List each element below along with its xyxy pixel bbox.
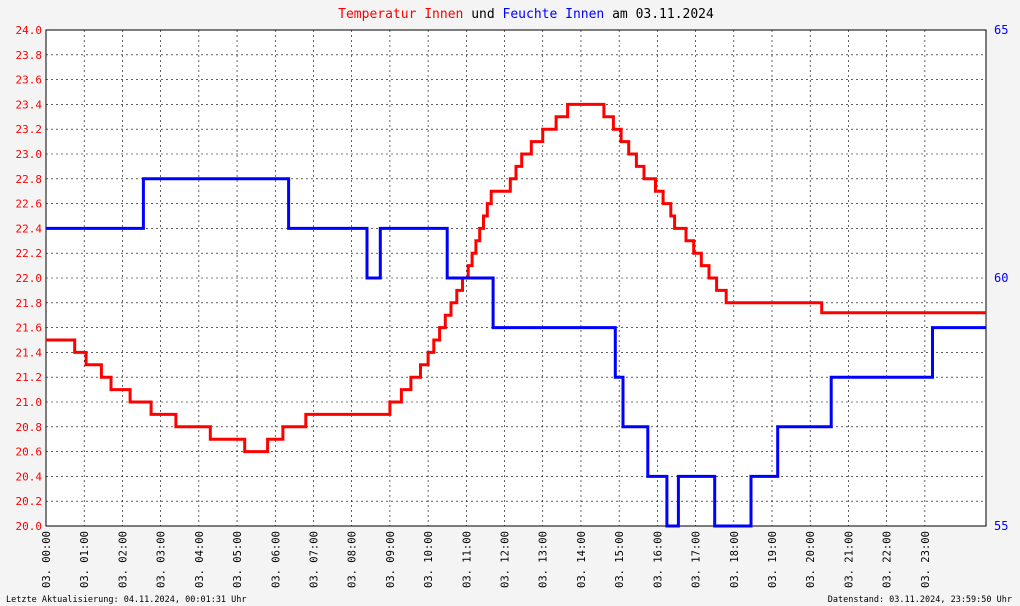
x-tick-label: 03. 20:00 [805, 531, 817, 588]
left-tick-label: 22.6 [16, 198, 43, 211]
x-tick-label: 03. 02:00 [117, 531, 129, 588]
x-tick-label: 03. 08:00 [347, 531, 359, 588]
left-tick-label: 23.2 [16, 123, 43, 136]
left-tick-label: 21.2 [16, 371, 43, 384]
left-tick-label: 22.2 [16, 247, 43, 260]
x-tick-label: 03. 16:00 [652, 531, 664, 588]
right-tick-label: 55 [994, 519, 1008, 533]
series-line-temperature [46, 102, 986, 454]
x-tick-label: 03. 12:00 [500, 531, 512, 588]
footer-data-status: Datenstand: 03.11.2024, 23:59:50 Uhr [828, 595, 1012, 605]
x-tick-label: 03. 09:00 [385, 531, 397, 588]
x-tick-label: 03. 19:00 [767, 531, 779, 588]
left-axis: 20.0 20.2 20.4 20.6 20.8 21.0 21.2 21.4 21.6 21.8… [16, 24, 43, 533]
x-tick-label: 03. 07:00 [308, 531, 320, 588]
left-tick-label: 23.0 [16, 148, 43, 161]
x-tick-label: 03. 10:00 [423, 531, 435, 588]
left-tick-label: 22.0 [16, 272, 43, 285]
chart-title: Temperatur Innen und Feuchte Innen am 03… [338, 7, 714, 22]
left-tick-label: 22.4 [16, 222, 43, 235]
left-tick-label: 23.8 [16, 49, 43, 62]
x-tick-label: 03. 05:00 [232, 531, 244, 588]
left-tick-label: 21.4 [16, 346, 43, 359]
left-tick-label: 23.6 [16, 74, 43, 87]
x-axis: 03. 00:00 03. 01:00 03. 02:00 03. 03:00 03. … [41, 531, 932, 588]
x-tick-label: 03. 04:00 [194, 531, 206, 588]
x-tick-label: 03. 11:00 [461, 531, 473, 588]
title-part: und [463, 7, 502, 22]
x-tick-label: 03. 15:00 [614, 531, 626, 588]
right-axis: 55 60 65 [994, 23, 1008, 533]
x-tick-label: 03. 00:00 [41, 531, 53, 588]
left-tick-label: 20.2 [16, 495, 43, 508]
x-tick-label: 03. 17:00 [691, 531, 703, 588]
x-tick-label: 03. 14:00 [576, 531, 588, 588]
x-tick-label: 03. 01:00 [79, 531, 91, 588]
x-tick-label: 03. 13:00 [538, 531, 550, 588]
series-line-humidity [46, 177, 986, 528]
left-tick-label: 23.4 [16, 98, 43, 111]
x-tick-label: 03. 06:00 [270, 531, 282, 588]
x-tick-label: 03. 22:00 [882, 531, 894, 588]
right-tick-label: 65 [994, 23, 1008, 37]
x-tick-label: 03. 23:00 [920, 531, 932, 588]
title-part: Temperatur Innen [338, 7, 463, 22]
x-tick-label: 03. 21:00 [843, 531, 855, 588]
left-tick-label: 21.8 [16, 297, 43, 310]
left-tick-label: 20.0 [16, 520, 43, 533]
right-tick-label: 60 [994, 271, 1008, 285]
left-tick-label: 20.6 [16, 446, 43, 459]
left-tick-label: 20.8 [16, 421, 43, 434]
left-tick-label: 21.0 [16, 396, 43, 409]
left-tick-label: 22.8 [16, 173, 43, 186]
title-part: Feuchte Innen [503, 7, 605, 22]
series-layer [46, 102, 986, 528]
left-tick-label: 20.4 [16, 470, 43, 483]
x-tick-label: 03. 03:00 [156, 531, 168, 588]
left-tick-label: 24.0 [16, 24, 43, 37]
title-part: am 03.11.2024 [604, 7, 714, 22]
left-tick-label: 21.6 [16, 322, 43, 335]
x-tick-label: 03. 18:00 [729, 531, 741, 588]
footer-last-update: Letzte Aktualisierung: 04.11.2024, 00:01… [6, 595, 247, 605]
